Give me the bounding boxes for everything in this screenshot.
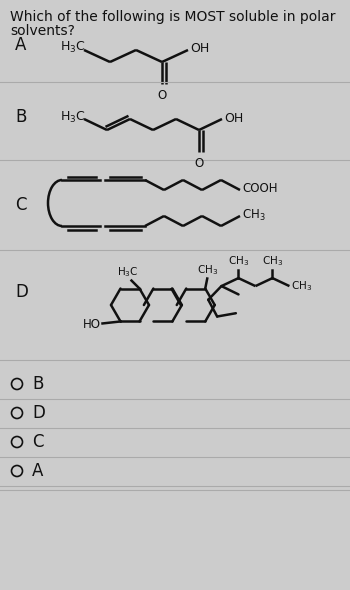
Text: H$_3$C: H$_3$C [60,40,85,54]
Text: CH$_3$: CH$_3$ [242,208,266,222]
Text: O: O [194,157,204,170]
Text: A: A [15,36,26,54]
Text: CH$_3$: CH$_3$ [197,263,218,277]
Text: CH$_3$: CH$_3$ [262,254,283,268]
Text: H$_3$C: H$_3$C [117,265,138,278]
Text: OH: OH [190,42,209,55]
Text: B: B [15,108,26,126]
Text: Which of the following is MOST soluble in polar: Which of the following is MOST soluble i… [10,10,336,24]
Text: B: B [32,375,43,393]
Text: C: C [15,196,27,214]
Text: CH$_3$: CH$_3$ [228,254,249,268]
Text: O: O [158,89,167,102]
Text: HO: HO [83,318,100,331]
Text: C: C [32,433,43,451]
Text: OH: OH [224,112,243,124]
Text: CH$_3$: CH$_3$ [292,279,313,293]
Text: D: D [15,283,28,301]
Text: solvents?: solvents? [10,24,75,38]
Text: D: D [32,404,45,422]
Text: COOH: COOH [242,182,278,195]
Text: A: A [32,462,43,480]
Text: H$_3$C: H$_3$C [60,110,85,124]
